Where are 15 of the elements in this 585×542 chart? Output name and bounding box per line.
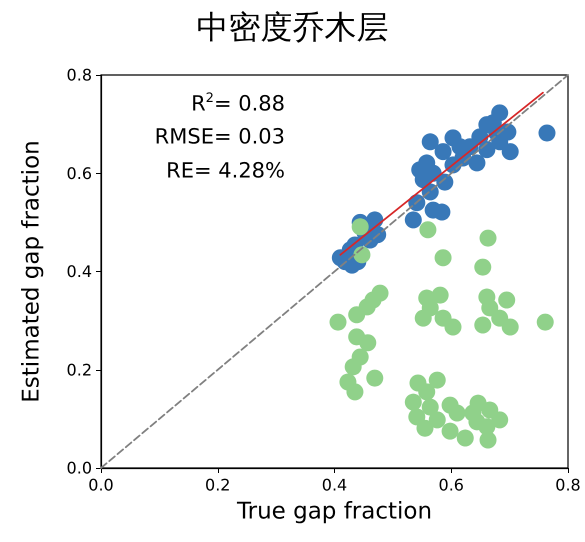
y-tick-label: 0.0 (66, 458, 92, 478)
chart-title: 中密度乔木层 (196, 8, 388, 46)
x-axis-title: True gap fraction (236, 498, 432, 524)
y-tick-label: 0.2 (66, 360, 92, 380)
x-tick-label: 0.4 (322, 476, 348, 494)
y-tick-label: 0.8 (66, 66, 92, 84)
x-tick-label: 0.2 (205, 476, 230, 494)
annotation: RMSE= 0.03 (154, 124, 286, 148)
y-axis-title: Estimated gap fraction (18, 140, 44, 403)
x-tick-label: 0.8 (555, 476, 581, 494)
x-tick-label: 0.6 (438, 476, 464, 494)
annotation: RE= 4.28% (166, 158, 285, 182)
y-tick-label: 0.6 (66, 164, 92, 183)
y-tick-label: 0.4 (66, 262, 92, 281)
x-tick-label: 0.0 (88, 476, 114, 494)
